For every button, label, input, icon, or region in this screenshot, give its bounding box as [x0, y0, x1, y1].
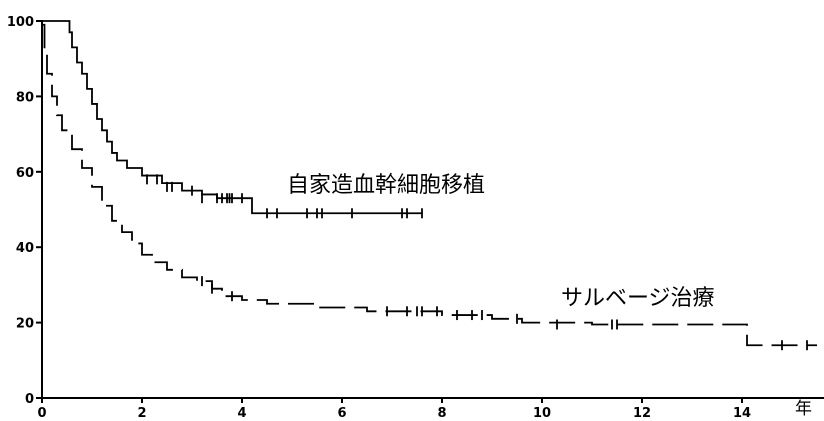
- x-tick-label: 14: [733, 406, 751, 421]
- x-tick-label: 0: [37, 406, 46, 421]
- y-tick-label: 80: [16, 90, 34, 105]
- censor-marks: [146, 174, 808, 351]
- x-tick-label: 2: [137, 406, 146, 421]
- y-axis-ticks: 0 20 40 60 80 100: [7, 15, 42, 407]
- y-tick-label: 0: [25, 392, 34, 407]
- series-1-curve: [42, 23, 817, 347]
- y-tick-label: 100: [7, 15, 34, 30]
- y-tick-label: 20: [16, 317, 34, 332]
- series-label-transplant: 自家造血幹細胞移植: [287, 173, 485, 198]
- y-tick-label: 40: [16, 241, 34, 256]
- series-0-curve: [42, 20, 422, 215]
- x-tick-label: 4: [237, 406, 246, 421]
- x-axis-unit-label: 年: [795, 399, 812, 419]
- x-tick-label: 6: [337, 406, 346, 421]
- x-tick-label: 12: [633, 406, 651, 421]
- x-axis-ticks: 0 2 4 6 8 10 12 14: [37, 398, 751, 421]
- y-tick-label: 60: [16, 166, 34, 181]
- series-label-salvage: サルベージ治療: [561, 286, 715, 311]
- x-tick-label: 10: [533, 406, 551, 421]
- x-tick-label: 8: [437, 406, 446, 421]
- survival-curves: [42, 20, 817, 347]
